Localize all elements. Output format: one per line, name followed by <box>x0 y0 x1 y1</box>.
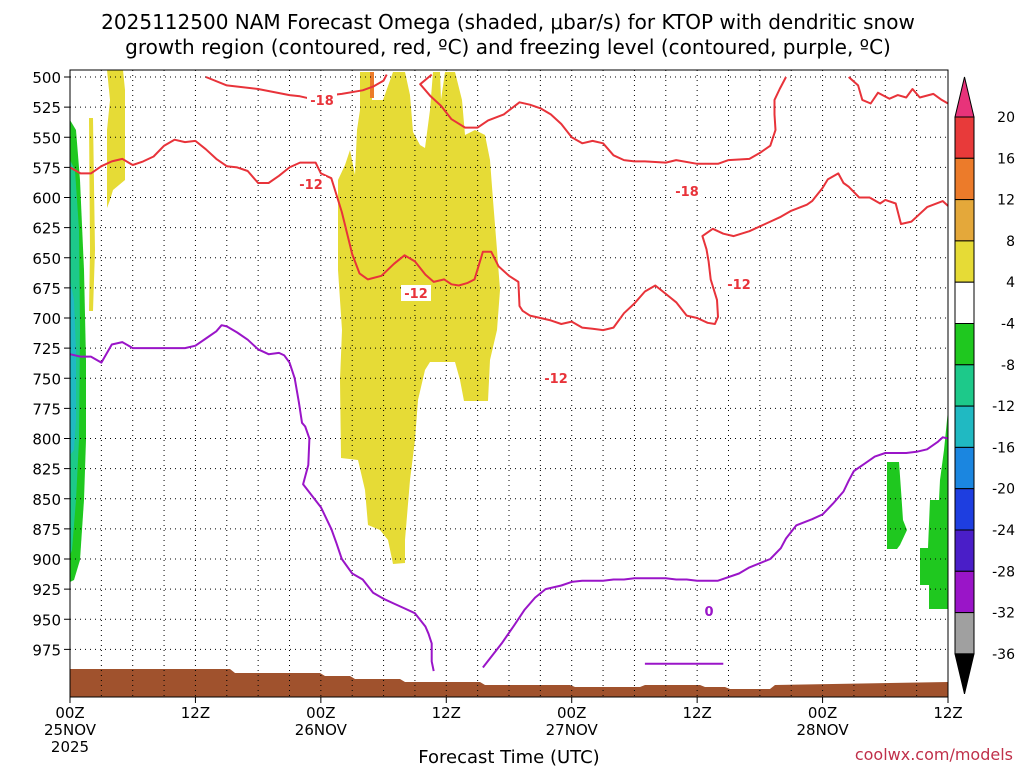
y-axis: 500 525 550 575 600 625 650 675 700 725 750 775 800 8… <box>32 69 70 659</box>
y-tick-label-575: 575 <box>32 159 61 177</box>
colorbar-label-5: -4 <box>1001 317 1015 333</box>
colorbar-label-3: 8 <box>1006 234 1015 250</box>
x-tick-date-0: 25NOV <box>44 721 97 739</box>
colorbar-label-7: -12 <box>992 399 1015 415</box>
y-tick-label-825: 825 <box>32 461 61 479</box>
y-tick-label-525: 525 <box>32 99 61 117</box>
colorbar-box-4 <box>954 281 975 325</box>
x-tick-date-4: 27NOV <box>546 721 599 739</box>
plot-frame <box>69 69 949 698</box>
colorbar-label-12: -32 <box>992 606 1015 622</box>
contour-label-zero: 0 <box>704 605 713 620</box>
colorbar-box-12 <box>954 612 975 655</box>
contour-label-minus12-a: -12 <box>299 178 323 193</box>
colorbar-label-9: -20 <box>992 482 1015 498</box>
plot-background <box>70 70 948 697</box>
colorbar-label-2: 12 <box>997 193 1015 209</box>
colorbar-box-7 <box>954 405 975 448</box>
omega-shade-yellow-strip-2 <box>107 70 125 208</box>
y-tick-label-625: 625 <box>32 220 61 238</box>
y-tick-label-550: 550 <box>32 129 61 147</box>
contour-label-minus12-b: -12 <box>404 287 428 302</box>
colorbar-box-8 <box>954 446 975 490</box>
colorbar-label-8: -16 <box>992 440 1015 456</box>
contour-line-2-0 <box>69 324 435 672</box>
contour-line-2-1 <box>482 436 949 669</box>
omega-shade-orange-core <box>370 72 374 98</box>
y-tick-label-700: 700 <box>32 310 61 328</box>
colorbar-box-1 <box>954 157 975 201</box>
y-tick-label-725: 725 <box>32 340 61 358</box>
x-tick-label-0: 00Z <box>55 704 84 722</box>
colorbar-box-3 <box>954 240 975 283</box>
x-tick-year-0: 2025 <box>51 738 89 756</box>
x-tick-label-3: 12Z <box>432 704 461 722</box>
y-tick-label-900: 900 <box>32 551 61 569</box>
omega-shade-yellow-strip-1 <box>89 118 95 311</box>
colorbar-label-13: -36 <box>992 647 1015 663</box>
contour-line-0-1 <box>419 73 787 165</box>
colorbar-label-0: 20 <box>997 110 1015 126</box>
colorbar-label-4: 4 <box>1006 275 1015 291</box>
colorbar-label-1: 16 <box>997 151 1015 167</box>
contour-line-0-2 <box>848 76 949 105</box>
contour-label-minus12-c: -12 <box>544 372 568 387</box>
x-tick-label-6: 00Z <box>808 704 837 722</box>
omega-shade-green-patch-1 <box>887 462 907 549</box>
y-tick-label-875: 875 <box>32 521 61 539</box>
x-tick-label-5: 12Z <box>682 704 711 722</box>
y-tick-label-800: 800 <box>32 431 61 449</box>
colorbar-label-11: -28 <box>992 564 1015 580</box>
x-tick-date-6: 28NOV <box>797 721 850 739</box>
colorbar-box-10 <box>954 529 975 572</box>
colorbar-cap-top <box>954 76 975 118</box>
colorbar-box-5 <box>954 323 975 366</box>
y-tick-label-975: 975 <box>32 641 61 659</box>
x-tick-label-1: 12Z <box>181 704 210 722</box>
y-tick-label-950: 950 <box>32 611 61 629</box>
y-tick-label-675: 675 <box>32 280 61 298</box>
y-tick-label-775: 775 <box>32 400 61 418</box>
y-tick-label-925: 925 <box>32 581 61 599</box>
contour-label-minus18-a: -18 <box>310 94 334 109</box>
x-axis-title: Forecast Time (UTC) <box>418 747 599 768</box>
y-tick-label-850: 850 <box>32 491 61 509</box>
colorbar-box-11 <box>954 570 975 614</box>
omega-shade-yellow-main <box>338 72 500 564</box>
colorbar: 20 16 12 8 4 -4 -8 -12 -16 -20 -24 -28 -32 -36 <box>954 76 1015 695</box>
credit-text: coolwx.com/models <box>855 745 1013 764</box>
plot-area: -18 -18 -12 -12 -12 -12 0 <box>69 69 949 698</box>
contour-label-minus18-b: -18 <box>675 185 699 200</box>
chart-title-line1: 2025112500 NAM Forecast Omega (shaded, μ… <box>101 10 915 34</box>
chart-title-line2: growth region (contoured, red, ºC) and f… <box>125 35 891 59</box>
x-tick-label-4: 00Z <box>557 704 586 722</box>
colorbar-label-10: -24 <box>992 523 1015 539</box>
contour-labels: -18 -18 -12 -12 -12 -12 0 <box>296 92 754 620</box>
y-tick-label-650: 650 <box>32 250 61 268</box>
colorbar-cap-bottom <box>954 653 975 695</box>
y-tick-label-750: 750 <box>32 370 61 388</box>
x-tick-label-7: 12Z <box>933 704 962 722</box>
y-tick-label-500: 500 <box>32 69 61 87</box>
x-tick-date-2: 26NOV <box>295 721 348 739</box>
colorbar-box-2 <box>954 199 975 242</box>
colorbar-box-0 <box>954 116 975 159</box>
colorbar-box-6 <box>954 364 975 407</box>
x-tick-label-2: 00Z <box>306 704 335 722</box>
contour-line-1-0 <box>69 138 949 332</box>
contour-label-minus12-d: -12 <box>727 278 751 293</box>
colorbar-box-9 <box>954 488 975 531</box>
omega-shade-cyan-strip <box>70 280 76 455</box>
colorbar-label-6: -8 <box>1001 358 1015 374</box>
y-tick-label-600: 600 <box>32 190 61 208</box>
